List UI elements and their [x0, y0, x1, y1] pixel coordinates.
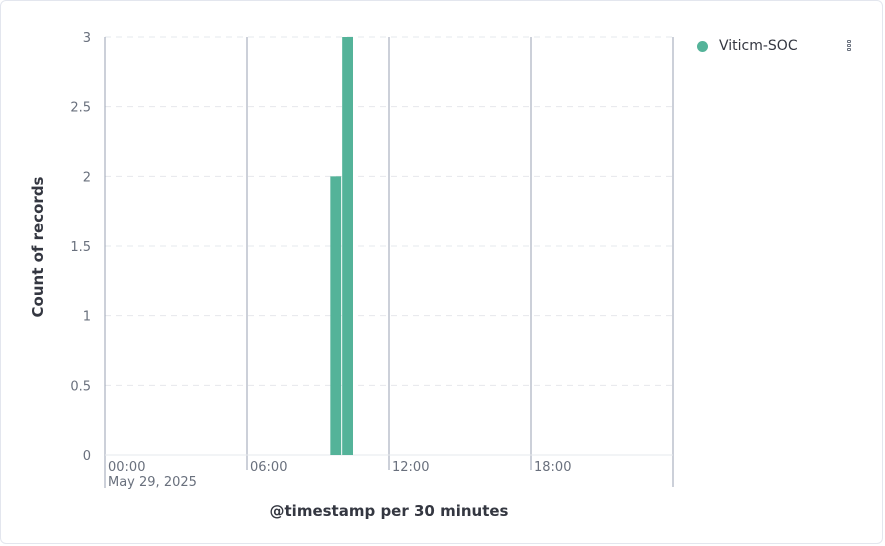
bar: [330, 176, 341, 455]
y-tick-label: 0.5: [70, 379, 91, 394]
legend-item-label[interactable]: Viticm-SOC: [719, 38, 798, 54]
x-tick-label: 00:00: [108, 460, 145, 475]
x-tick-label: 12:00: [392, 460, 429, 475]
vertical-dots-icon[interactable]: [846, 40, 854, 58]
x-tick-sublabel: May 29, 2025: [108, 475, 197, 490]
x-axis-label: @timestamp per 30 minutes: [270, 502, 509, 520]
grid: [105, 37, 673, 488]
y-tick-label: 2.5: [70, 101, 91, 116]
x-tick-label: 06:00: [250, 460, 287, 475]
legend-dot-icon: [697, 41, 708, 52]
bar: [342, 37, 353, 455]
y-tick-label: 1: [83, 310, 91, 325]
y-axis-ticks: 0 0.5 1 1.5 2 2.5 3: [70, 31, 91, 464]
y-tick-label: 3: [83, 31, 91, 46]
y-tick-label: 2: [83, 170, 91, 185]
y-tick-label: 1.5: [70, 240, 91, 255]
y-axis-label: Count of records: [29, 176, 47, 317]
x-tick-label: 18:00: [534, 460, 571, 475]
legend[interactable]: Viticm-SOC: [697, 38, 798, 54]
y-tick-label: 0: [83, 449, 91, 464]
